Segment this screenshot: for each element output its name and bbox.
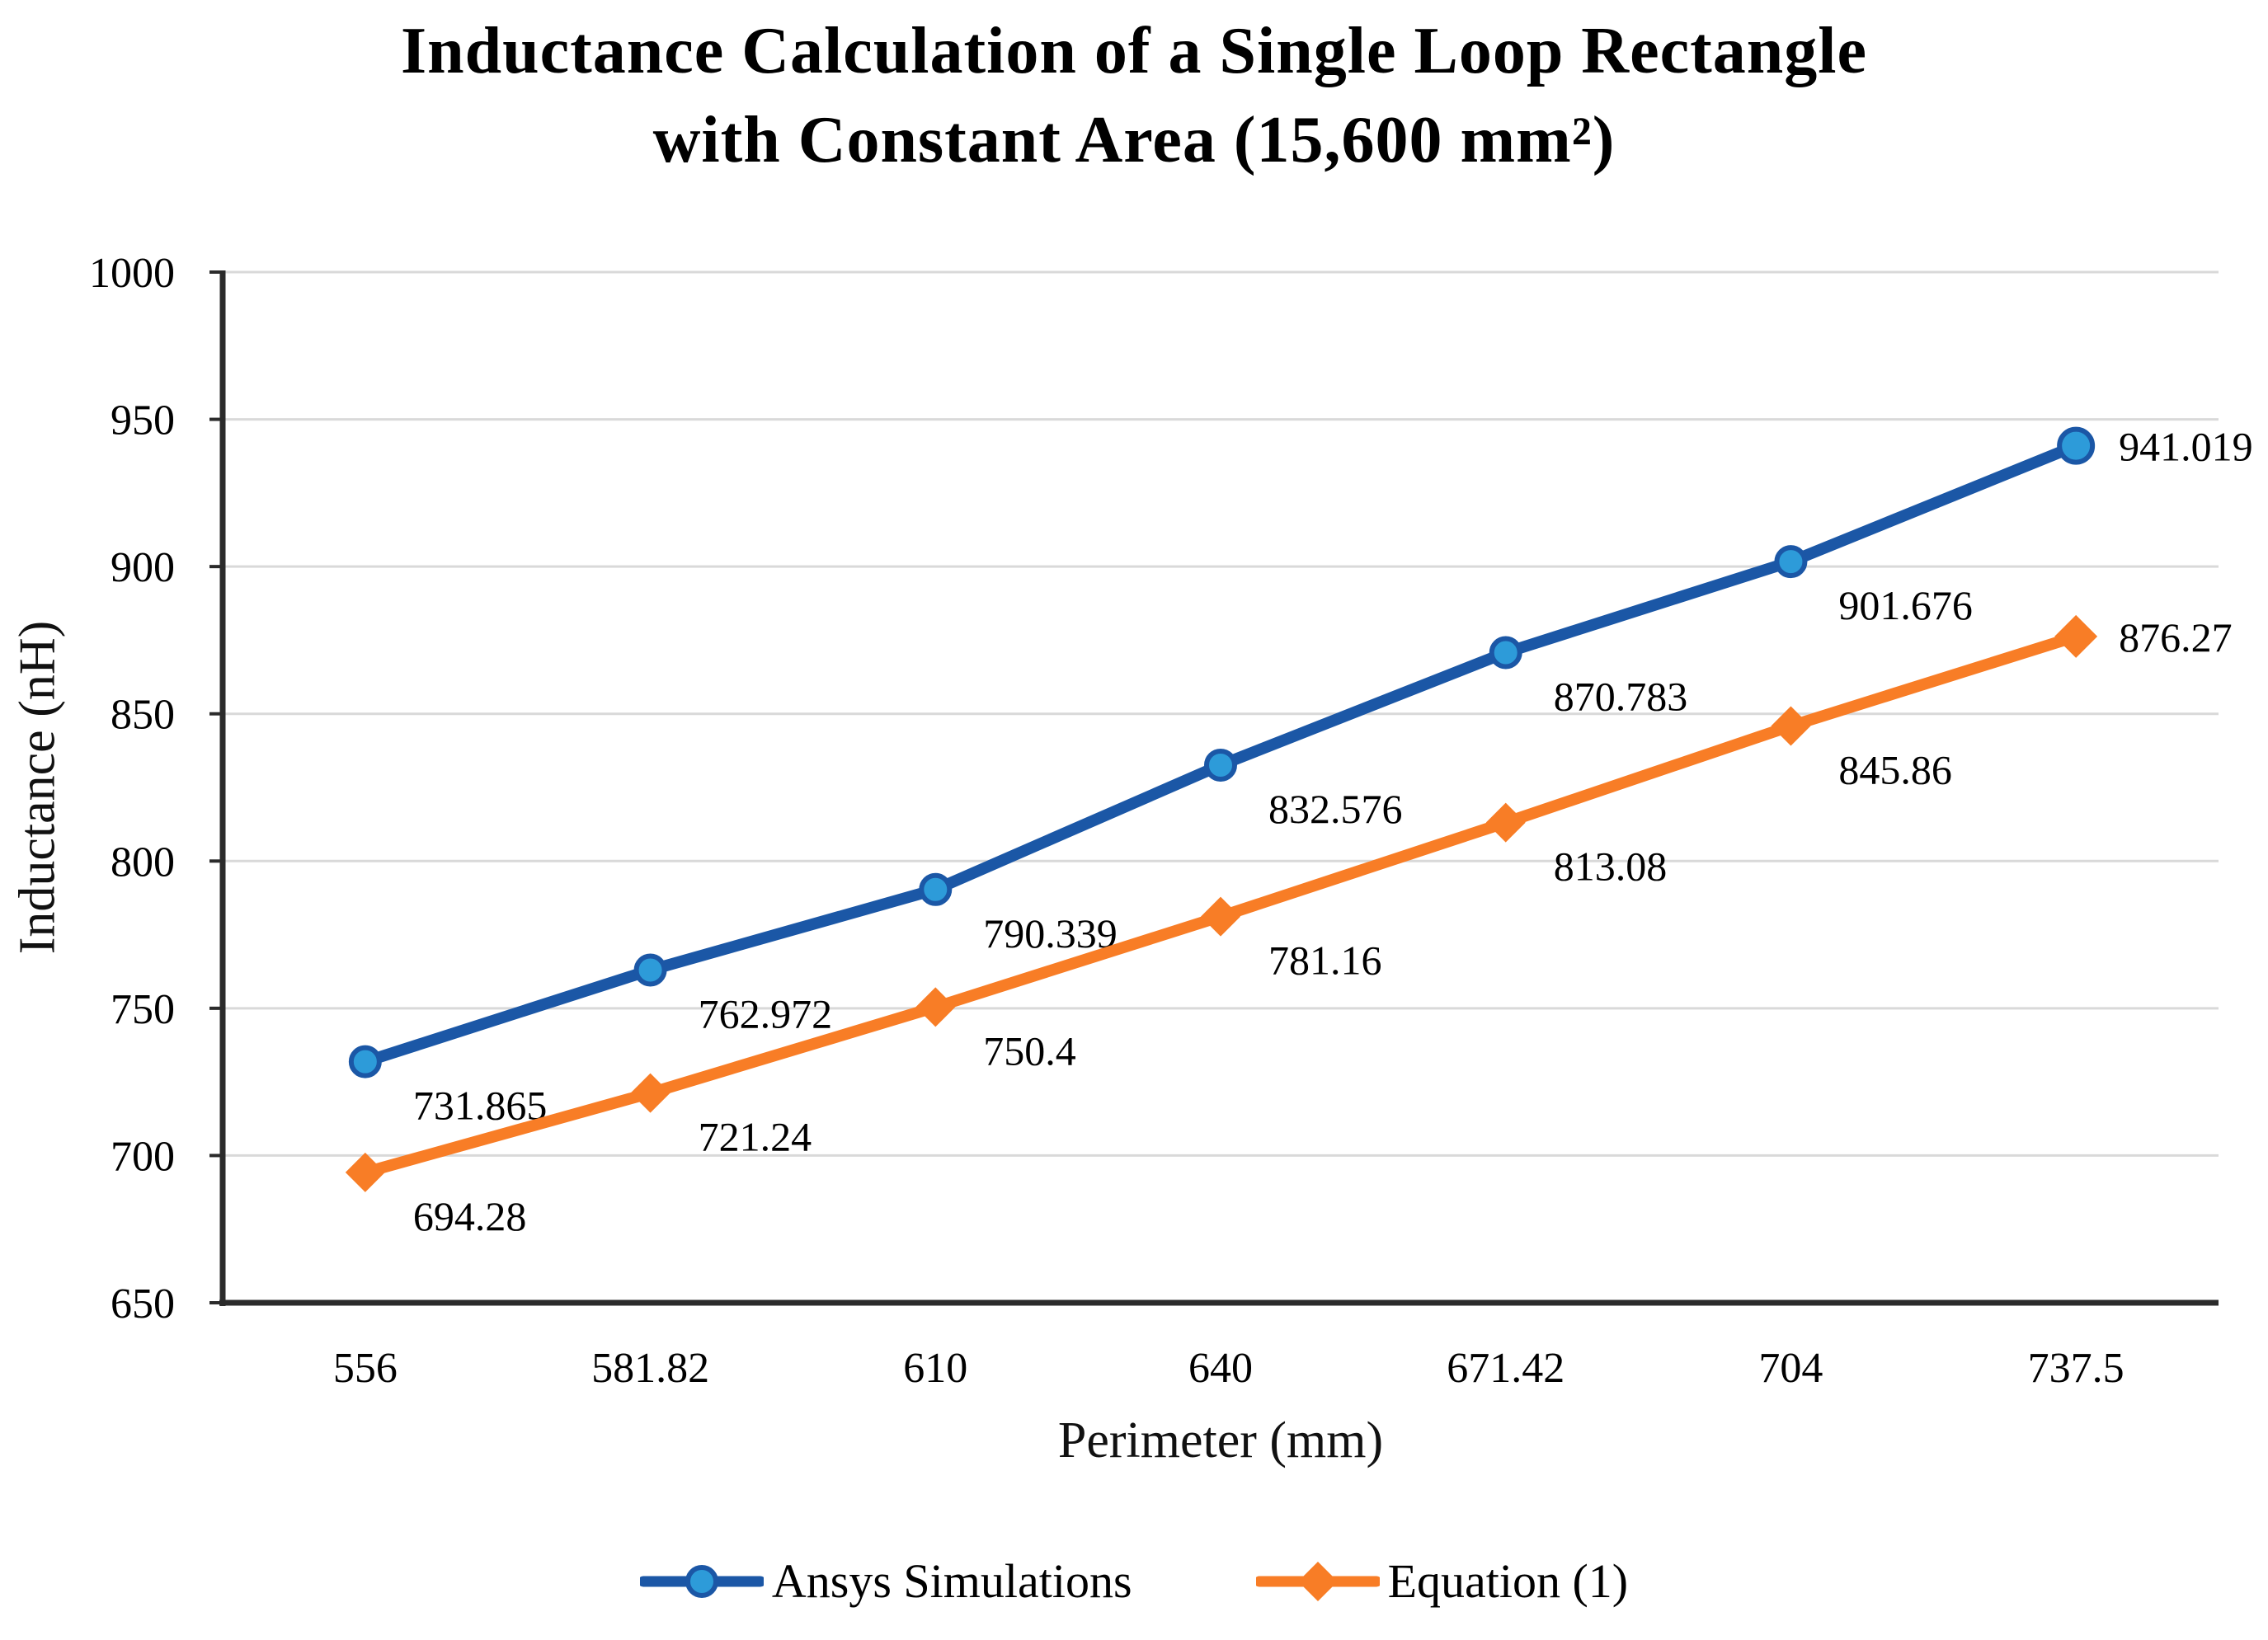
- data-label: 813.08: [1554, 843, 1668, 890]
- marker-circle: [633, 953, 667, 987]
- y-tick-label: 700: [111, 1133, 175, 1180]
- data-label: 721.24: [699, 1114, 812, 1160]
- data-label: 845.86: [1838, 747, 1952, 793]
- chart-title: Inductance Calculation of a Single Loop …: [0, 7, 2268, 185]
- chart-title-line2: with Constant Area (15,600 mm²): [652, 104, 1616, 176]
- x-axis-title: Perimeter (mm): [1057, 1412, 1384, 1468]
- legend-label-ansys: Ansys Simulations: [771, 1554, 1132, 1608]
- data-label: 870.783: [1554, 673, 1688, 719]
- x-tick-label: 704: [1758, 1345, 1823, 1392]
- y-tick-label: 750: [111, 986, 175, 1033]
- y-tick-label: 900: [111, 544, 175, 591]
- chart-legend: Ansys Simulations Equation (1): [0, 1553, 2268, 1609]
- legend-swatch-ansys-icon: [639, 1564, 764, 1598]
- y-tick-label: 1000: [89, 250, 175, 297]
- data-label: 694.28: [413, 1193, 527, 1239]
- y-tick-label: 950: [111, 397, 175, 444]
- data-label: 790.339: [983, 910, 1118, 956]
- marker-circle: [919, 872, 953, 906]
- x-tick-label: 581.82: [591, 1345, 709, 1392]
- marker-circle: [685, 1564, 718, 1598]
- marker-diamond: [1485, 802, 1526, 843]
- x-tick-label: 737.5: [2028, 1345, 2124, 1392]
- marker-circle: [1204, 748, 1237, 782]
- marker-diamond: [1201, 896, 1240, 937]
- data-label: 832.576: [1268, 786, 1403, 832]
- x-tick-label: 610: [903, 1345, 967, 1392]
- chart-title-line1: Inductance Calculation of a Single Loop …: [401, 15, 1867, 87]
- legend-item-equation-1: Equation (1): [1255, 1553, 1629, 1609]
- data-label: 941.019: [2119, 424, 2253, 470]
- data-label: 731.865: [413, 1083, 548, 1129]
- data-label: 781.16: [1268, 937, 1382, 984]
- marker-diamond: [2054, 614, 2098, 658]
- marker-circle: [348, 1045, 382, 1078]
- legend-item-ansys-simulations: Ansys Simulations: [639, 1553, 1132, 1609]
- x-tick-label: 671.42: [1447, 1345, 1565, 1392]
- data-label: 876.27: [2119, 614, 2233, 660]
- y-tick-label: 800: [111, 839, 175, 886]
- marker-diamond: [630, 1073, 671, 1113]
- marker-diamond: [1297, 1561, 1338, 1601]
- marker-diamond: [915, 987, 956, 1027]
- data-label: 762.972: [699, 991, 833, 1037]
- marker-circle: [1489, 636, 1522, 670]
- data-label: 750.4: [983, 1027, 1076, 1074]
- y-tick-label: 650: [111, 1281, 175, 1328]
- marker-diamond: [345, 1152, 385, 1192]
- x-tick-label: 556: [333, 1345, 398, 1392]
- x-tick-label: 640: [1188, 1345, 1253, 1392]
- data-label: 901.676: [1838, 582, 1973, 628]
- marker-diamond: [1771, 706, 1811, 746]
- marker-circle: [2057, 426, 2096, 465]
- legend-label-equation: Equation (1): [1387, 1554, 1629, 1608]
- marker-circle: [1774, 545, 1808, 579]
- y-tick-label: 850: [111, 692, 175, 739]
- legend-swatch-equation-icon: [1255, 1561, 1380, 1601]
